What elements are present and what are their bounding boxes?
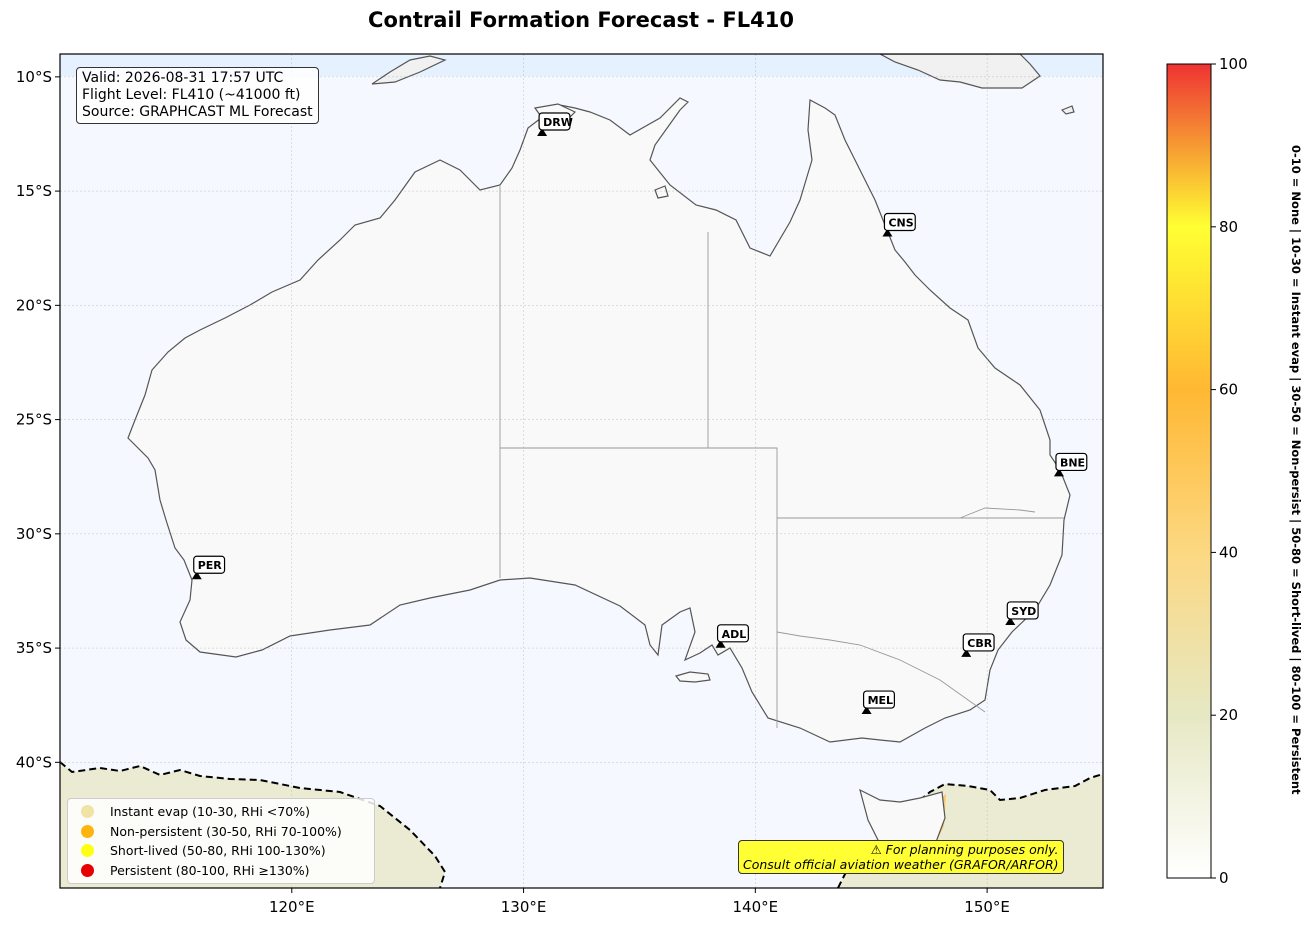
airport-cns[interactable]: CNS (882, 212, 916, 237)
new-guinea (879, 54, 1041, 89)
airport-code-label: DRW (543, 116, 573, 129)
airport-triangle-icon (882, 228, 893, 237)
groote-island (654, 185, 669, 199)
airport-code-label: BNE (1060, 456, 1085, 469)
legend-dot-icon (81, 824, 94, 838)
colorbar-tick-label: 100 (1219, 55, 1248, 73)
colorbar-tick-label: 0 (1219, 869, 1229, 887)
airport-bne[interactable]: BNE (1053, 452, 1088, 477)
legend-label: Instant evap (10-30, RHi <70%) (110, 804, 310, 820)
airport-per[interactable]: PER (191, 555, 226, 580)
legend-label: Non-persistent (30-50, RHi 70-100%) (110, 823, 342, 839)
x-tick-label: 130°E (501, 898, 547, 916)
airport-code-label: CNS (888, 217, 913, 230)
legend-label: Short-lived (50-80, RHi 100-130%) (110, 843, 326, 859)
colorbar-tick-label: 40 (1219, 543, 1238, 561)
airport-mel[interactable]: MEL (861, 690, 895, 715)
airport-label-box (193, 555, 226, 574)
y-tick-label: 10°S (16, 68, 52, 86)
airport-triangle-icon (191, 571, 202, 580)
legend-item: Non-persistent (30-50, RHi 70-100%) (74, 822, 368, 842)
colorbar-tick-label: 60 (1219, 381, 1238, 399)
colorbar-category-label: 0-10 = None | 10-30 = Instant evap | 30-… (1289, 145, 1303, 795)
map-frame (59, 53, 1104, 889)
x-tick-label: 150°E (964, 898, 1010, 916)
island-east (1060, 105, 1075, 115)
legend-item: Persistent (80-100, RHi ≥130%) (74, 861, 368, 881)
airport-code-label: CBR (967, 637, 992, 650)
colorbar: 0 20 40 60 80 100 (1166, 55, 1248, 887)
planning-disclaimer: ⚠ For planning purposes only. Consult of… (738, 840, 1064, 874)
disclaimer-line-2: Consult official aviation weather (GRAFO… (743, 857, 1059, 872)
legend-item: Short-lived (50-80, RHi 100-130%) (74, 841, 368, 861)
y-tick-label: 25°S (16, 411, 52, 429)
timor (371, 55, 447, 85)
airport-syd[interactable]: SYD (1005, 601, 1039, 625)
colorbar-bar (1166, 63, 1212, 879)
y-tick-label: 15°S (16, 182, 52, 200)
forecast-info-box: Valid: 2026-08-31 17:57 UTC Flight Level… (76, 67, 319, 124)
airport-label-box (883, 212, 916, 232)
airport-drw[interactable]: DRW (537, 112, 573, 136)
australia-mainland (127, 97, 1071, 743)
legend-dot-icon (81, 805, 94, 819)
airport-triangle-icon (961, 648, 972, 657)
airport-label-box (538, 112, 571, 131)
colorbar-tick-label: 80 (1219, 218, 1238, 236)
legend: Instant evap (10-30, RHi <70%) Non-persi… (67, 798, 375, 884)
axis-ticks: 120°E 130°E 140°E 150°E 10°S 15°S 20°S 25°S 30°S… (16, 68, 1010, 916)
valid-time: Valid: 2026-08-31 17:57 UTC (82, 70, 284, 86)
airport-triangle-icon (1053, 468, 1064, 477)
legend-dot-icon (81, 844, 94, 858)
legend-item: Instant evap (10-30, RHi <70%) (74, 802, 368, 822)
airport-label-box (962, 633, 995, 652)
airport-markers: DRW CNS BNE PER ADL SYD CBR MEL (191, 112, 1088, 715)
airport-label-box (716, 624, 749, 643)
kangaroo-island (674, 671, 711, 683)
x-tick-label: 120°E (269, 898, 315, 916)
state-borders (499, 186, 1064, 728)
airport-triangle-icon (861, 706, 872, 715)
airport-code-label: SYD (1011, 605, 1036, 618)
legend-dot-icon (81, 863, 94, 877)
airport-triangle-icon (715, 639, 726, 648)
airport-triangle-icon (537, 127, 548, 136)
airport-triangle-icon (1005, 616, 1016, 625)
airport-code-label: PER (198, 559, 223, 572)
y-tick-label: 30°S (16, 525, 52, 543)
top-band (60, 54, 1103, 76)
airport-adl[interactable]: ADL (715, 624, 749, 648)
map-title: Contrail Formation Forecast - FL410 (368, 8, 794, 32)
y-tick-label: 35°S (16, 639, 52, 657)
y-tick-label: 40°S (16, 753, 52, 771)
tasmania (859, 788, 946, 856)
y-tick-label: 20°S (16, 296, 52, 314)
airport-label-box (862, 690, 895, 709)
airport-code-label: ADL (722, 628, 747, 641)
disclaimer-line-1: ⚠ For planning purposes only. (870, 842, 1059, 857)
legend-label: Persistent (80-100, RHi ≥130%) (110, 862, 310, 878)
colorbar-tick-label: 20 (1219, 706, 1238, 724)
forecast-source: Source: GRAPHCAST ML Forecast (82, 104, 313, 120)
airport-code-label: MEL (868, 694, 893, 707)
airport-label-box (1055, 452, 1088, 472)
flight-level: Flight Level: FL410 (~41000 ft) (82, 87, 301, 103)
colorbar-ticks: 0 20 40 60 80 100 (1211, 55, 1248, 887)
airport-cbr[interactable]: CBR (961, 633, 995, 657)
contrail-boundary-southwest (60, 761, 447, 888)
x-tick-label: 140°E (733, 898, 779, 916)
airport-label-box (1006, 601, 1039, 620)
